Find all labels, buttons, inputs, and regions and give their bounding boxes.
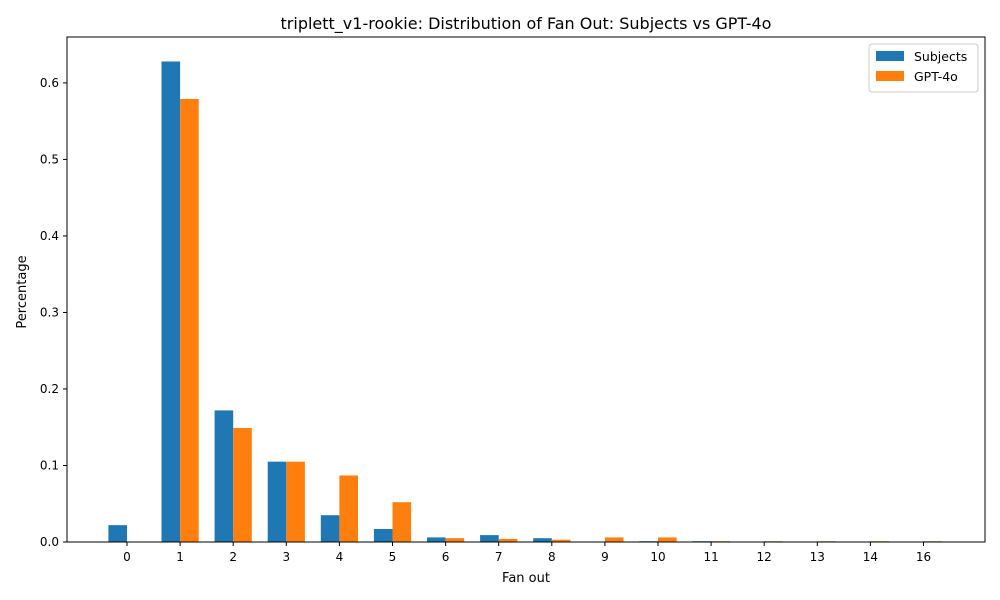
- bar-subjects-3: [267, 461, 287, 542]
- chart-title: triplett_v1-rookie: Distribution of Fan …: [281, 14, 772, 34]
- bar-subjects-0: [108, 525, 127, 542]
- bar-gpt-4o-10: [658, 537, 677, 542]
- legend-label: Subjects: [914, 49, 967, 64]
- bar-gpt-4o-7: [498, 538, 518, 542]
- x-tick-label: 5: [389, 550, 397, 564]
- bar-gpt-4o-2: [233, 427, 252, 542]
- x-tick-label: 2: [229, 550, 237, 564]
- y-tick-label: 0.6: [40, 76, 59, 90]
- y-axis-label: Percentage: [15, 255, 30, 328]
- x-tick-label: 3: [282, 550, 290, 564]
- y-tick-label: 0.4: [40, 229, 59, 243]
- bar-subjects-7: [480, 535, 499, 542]
- bar-subjects-1: [161, 61, 181, 542]
- x-axis-label: Fan out: [502, 571, 550, 586]
- plot-frame: [66, 36, 986, 543]
- bar-gpt-4o-6: [445, 538, 465, 542]
- y-tick-label: 0.2: [40, 382, 59, 396]
- y-axis-ticks: 0.0 0.1 0.2 0.3 0.4 0.5 0.6: [40, 76, 67, 549]
- legend-swatch-subjects: [876, 51, 904, 61]
- bar-gpt-4o-4: [339, 475, 358, 542]
- x-tick-label: 14: [863, 550, 878, 564]
- bar-subjects-5: [373, 528, 393, 542]
- x-tick-label: 12: [757, 550, 772, 564]
- legend-swatch-gpt-4o: [876, 71, 904, 81]
- legend: Subjects GPT-4o: [868, 43, 979, 93]
- bar-gpt-4o-3: [286, 461, 305, 542]
- bar-subjects-6: [427, 537, 446, 542]
- y-tick-label: 0.5: [40, 152, 59, 166]
- y-tick-label: 0.0: [40, 535, 59, 549]
- bar-gpt-4o-8: [551, 539, 571, 542]
- x-tick-label: 10: [650, 550, 665, 564]
- x-tick-label: 0: [123, 550, 131, 564]
- x-tick-label: 8: [548, 550, 556, 564]
- legend-label: GPT-4o: [914, 69, 958, 84]
- bar-subjects-2: [214, 410, 234, 542]
- bar-gpt-4o-1: [180, 98, 199, 542]
- bar-gpt-4o-9: [604, 537, 624, 542]
- y-tick-label: 0.1: [40, 458, 59, 472]
- x-tick-label: 4: [336, 550, 344, 564]
- x-tick-label: 16: [916, 550, 931, 564]
- bar-gpt-4o-5: [392, 502, 412, 542]
- bar-subjects-4: [320, 515, 340, 542]
- x-tick-label: 13: [810, 550, 825, 564]
- x-tick-label: 1: [176, 550, 184, 564]
- bar-subjects-8: [533, 538, 552, 542]
- bars-group: [108, 61, 943, 542]
- x-tick-label: 9: [601, 550, 609, 564]
- y-tick-label: 0.3: [40, 305, 59, 319]
- x-tick-label: 11: [703, 550, 718, 564]
- x-tick-label: 7: [495, 550, 503, 564]
- x-tick-label: 6: [442, 550, 450, 564]
- x-axis-ticks: 0 1 2 3 4 5 6 7 8 9 10 11 12 13 14 16: [123, 542, 931, 564]
